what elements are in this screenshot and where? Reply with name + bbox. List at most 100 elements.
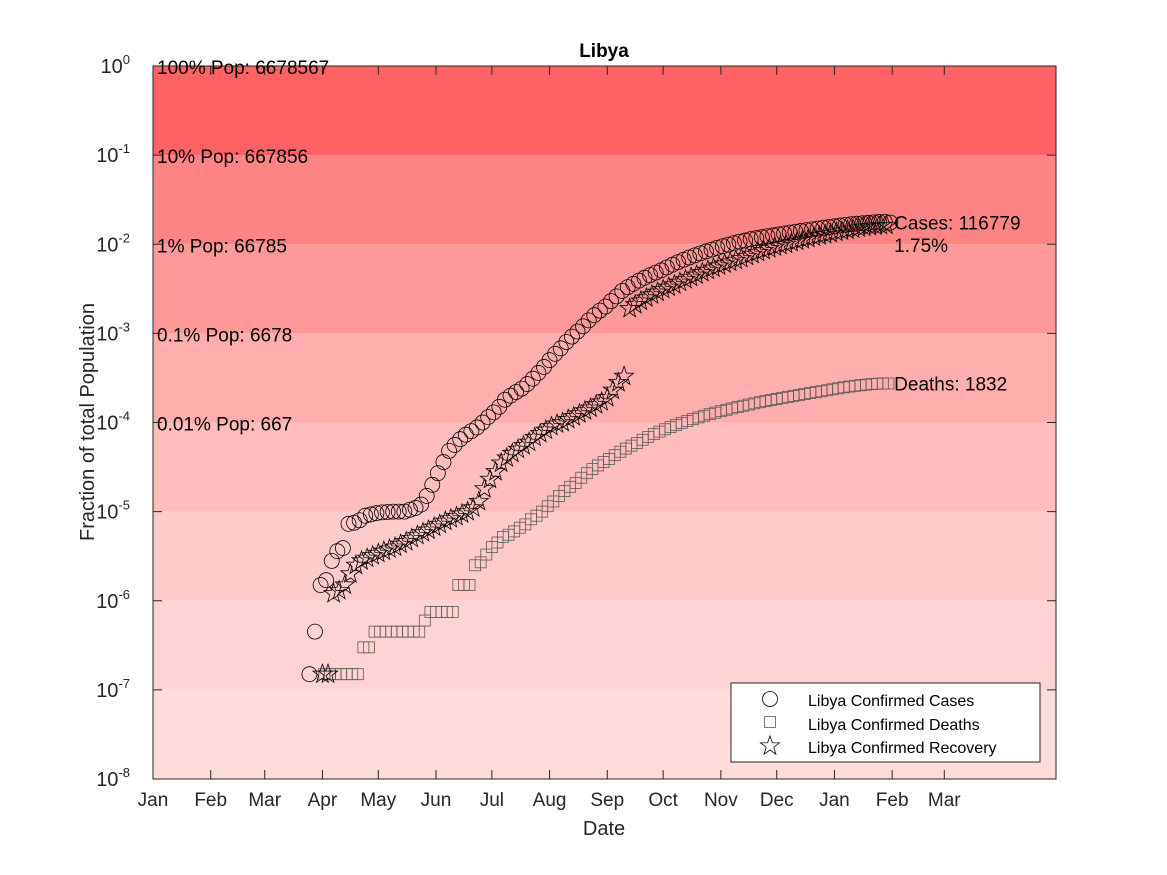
- data-point-circle: [396, 503, 413, 520]
- data-point-star: [462, 496, 484, 518]
- data-point-star: [836, 218, 859, 240]
- population-label: 100% Pop: 6678567: [157, 58, 329, 79]
- y-tick-label: 10-2: [96, 230, 130, 256]
- data-point-circle: [748, 230, 765, 247]
- data-point-circle: [323, 552, 340, 569]
- x-tick-label: May: [360, 790, 396, 811]
- data-point-star: [317, 662, 339, 684]
- data-point-circle: [614, 282, 631, 299]
- data-point-circle: [424, 476, 441, 493]
- population-band: [153, 155, 1056, 245]
- population-band: [153, 600, 1056, 690]
- y-tick-label: 10-8: [96, 765, 130, 791]
- data-point-star: [334, 573, 356, 595]
- data-point-circle: [552, 340, 569, 357]
- x-tick-label: Jul: [480, 790, 504, 811]
- population-label: 0.1% Pop: 6678: [157, 325, 292, 346]
- data-point-circle: [703, 241, 720, 258]
- data-point-circle: [826, 218, 843, 235]
- data-point-circle: [307, 623, 323, 640]
- data-point-star: [775, 233, 797, 254]
- data-point-circle: [441, 443, 457, 459]
- y-tick-label: 10-3: [96, 319, 130, 345]
- x-tick-label: Mar: [248, 790, 281, 811]
- population-label: 0.01% Pop: 667: [157, 415, 292, 436]
- data-point-star: [518, 431, 540, 452]
- data-point-circle: [502, 387, 519, 404]
- data-point-circle: [530, 365, 547, 381]
- y-tick-label: 10-7: [96, 676, 130, 702]
- data-point-circle: [714, 238, 731, 255]
- y-tick-label: 10-5: [96, 498, 130, 524]
- annotation-label: Deaths: 1832: [894, 374, 1007, 395]
- data-point-circle: [446, 437, 463, 453]
- data-point-star: [613, 365, 635, 386]
- data-point-circle: [429, 465, 446, 482]
- data-point-circle: [463, 423, 480, 440]
- data-series: [301, 213, 899, 684]
- data-point-circle: [385, 503, 402, 520]
- data-point-circle: [474, 414, 491, 431]
- x-tick-label: Jun: [421, 790, 452, 811]
- population-label: 1% Pop: 66785: [157, 236, 287, 257]
- population-band: [153, 66, 1056, 156]
- data-point-circle: [374, 504, 390, 521]
- data-point-circle: [698, 243, 714, 260]
- annotation-label: Cases: 116779: [894, 214, 1020, 235]
- data-point-circle: [318, 572, 335, 589]
- data-point-circle: [547, 345, 564, 362]
- data-point-star: [473, 477, 496, 498]
- data-point-star: [803, 225, 825, 247]
- y-tick-labels: 100 10-1 10-2 10-3 10-4 10-5 10-6 10-7 10-8: [96, 52, 130, 791]
- data-point-circle: [452, 431, 469, 448]
- data-point-circle: [575, 318, 591, 335]
- data-point-star: [814, 223, 836, 244]
- population-bands: [153, 66, 1056, 779]
- annotation-label: 1.75%: [894, 236, 948, 257]
- data-point-square: [363, 641, 375, 654]
- data-point-circle: [586, 307, 603, 324]
- data-point-circle: [312, 577, 329, 593]
- data-point-circle: [413, 496, 430, 513]
- data-point-square: [882, 377, 895, 390]
- legend-marker-square: [764, 716, 776, 728]
- series-square: [318, 377, 895, 681]
- data-point-star: [859, 215, 881, 236]
- data-point-star: [853, 216, 875, 237]
- data-point-star: [607, 371, 630, 392]
- x-tick-label: Aug: [533, 790, 567, 811]
- legend-marker-circle: [762, 691, 778, 707]
- population-band: [153, 511, 1056, 601]
- x-tick-label: Mar: [928, 790, 961, 811]
- data-point-circle: [569, 323, 586, 340]
- data-point-circle: [820, 219, 837, 235]
- y-axis-label: Fraction of total Population: [77, 303, 99, 541]
- data-point-circle: [580, 312, 597, 329]
- x-tick-label: Feb: [876, 790, 909, 811]
- data-point-circle: [390, 503, 407, 520]
- legend-entry-cases: Libya Confirmed Cases: [808, 693, 974, 710]
- x-tick-label: Jan: [819, 790, 850, 811]
- x-tick-label: Nov: [704, 790, 738, 811]
- data-point-circle: [519, 376, 536, 392]
- population-labels: 100% Pop: 6678567 10% Pop: 667856 1% Pop: …: [157, 58, 329, 436]
- data-point-circle: [469, 419, 485, 436]
- data-point-circle: [692, 245, 709, 262]
- data-point-star: [825, 221, 847, 242]
- data-point-star: [847, 216, 870, 238]
- data-point-circle: [564, 328, 580, 345]
- data-point-circle: [351, 512, 368, 529]
- data-point-circle: [815, 219, 832, 236]
- x-tick-marks: [152, 66, 945, 779]
- data-point-star: [820, 222, 842, 243]
- data-point-circle: [457, 426, 474, 443]
- legend-box: [730, 682, 1041, 763]
- data-point-circle: [591, 302, 608, 319]
- data-point-circle: [407, 500, 424, 516]
- x-tick-label: Oct: [648, 790, 678, 811]
- data-point-circle: [357, 507, 374, 524]
- data-point-square: [446, 605, 459, 618]
- data-point-circle: [524, 370, 541, 387]
